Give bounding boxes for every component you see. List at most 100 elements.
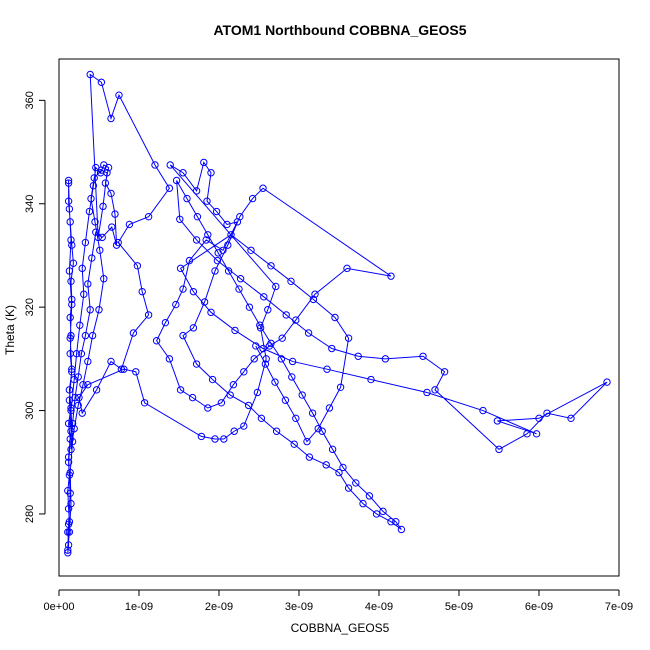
- data-point: [74, 401, 82, 410]
- data-point: [267, 339, 275, 348]
- data-point: [535, 414, 543, 423]
- data-point: [152, 337, 161, 345]
- data-point: [88, 254, 96, 262]
- data-point: [223, 220, 231, 229]
- data-point: [397, 525, 406, 534]
- data-point: [336, 383, 345, 391]
- data-point: [305, 453, 314, 461]
- data-point: [140, 399, 149, 407]
- data-point: [120, 365, 128, 373]
- data-point: [354, 352, 362, 360]
- data-point: [236, 212, 244, 221]
- data-point: [259, 344, 267, 353]
- data-point: [211, 267, 219, 275]
- data-point: [107, 357, 115, 366]
- chart-title: ATOM1 Northbound COBBNA_GEOS5: [213, 22, 466, 38]
- data-point: [230, 427, 238, 435]
- data-point: [68, 295, 76, 304]
- data-point: [67, 445, 75, 454]
- data-point: [81, 238, 90, 247]
- data-point: [200, 298, 209, 306]
- data-point: [176, 264, 185, 273]
- data-point: [64, 541, 73, 549]
- data-point: [325, 404, 334, 412]
- y-tick-label: 300: [24, 401, 36, 419]
- data-point: [250, 355, 258, 363]
- x-tick-label: 0e+00: [44, 601, 75, 613]
- data-point: [328, 445, 337, 454]
- data-point: [197, 432, 206, 441]
- data-point: [309, 295, 318, 304]
- data-point: [67, 404, 75, 412]
- data-point: [267, 262, 275, 270]
- data-point: [256, 321, 264, 329]
- data-point: [381, 355, 390, 363]
- data-point: [192, 187, 201, 195]
- data-point: [66, 334, 74, 342]
- data-point: [133, 262, 142, 270]
- data-point: [96, 246, 104, 254]
- data-point: [387, 518, 395, 526]
- x-axis: 0e+00 1e-09 2e-09 3e-09 4e-09 5e-09 6e-09 7e-09: [44, 589, 633, 613]
- data-point: [419, 352, 427, 360]
- data-point: [277, 355, 286, 363]
- data-point: [240, 368, 248, 376]
- data-point: [179, 169, 187, 177]
- data-point: [311, 290, 319, 298]
- data-point: [107, 189, 115, 198]
- data-point: [71, 393, 79, 402]
- data-point: [227, 231, 235, 239]
- data-point: [288, 357, 297, 366]
- data-point: [111, 210, 119, 218]
- data-point: [86, 306, 94, 314]
- data-point: [107, 114, 115, 123]
- data-point: [114, 238, 122, 247]
- data-point: [532, 430, 541, 438]
- data-point: [193, 212, 202, 221]
- data-point: [203, 197, 211, 205]
- data-point: [91, 218, 99, 226]
- data-point: [68, 241, 76, 249]
- data-point: [189, 324, 198, 332]
- data-point: [343, 264, 351, 273]
- data-point: [235, 285, 243, 293]
- data-point: [84, 357, 92, 366]
- data-point: [85, 207, 94, 216]
- data-point: [202, 236, 210, 244]
- data-point: [567, 414, 575, 423]
- data-point: [64, 197, 73, 205]
- data-point: [212, 207, 221, 216]
- data-point: [172, 300, 180, 309]
- data-point: [288, 373, 296, 381]
- data-point: [185, 256, 194, 265]
- data-point: [322, 461, 330, 469]
- data-point: [188, 393, 197, 402]
- data-point: [90, 174, 98, 182]
- data-point: [99, 202, 107, 211]
- data-point: [217, 399, 226, 407]
- data-point: [282, 311, 290, 319]
- data-point: [67, 406, 75, 415]
- data-point: [88, 331, 97, 340]
- data-point: [189, 287, 198, 296]
- data-point: [493, 417, 502, 425]
- data-point: [165, 184, 174, 192]
- data-point: [64, 458, 73, 466]
- data-point: [260, 293, 268, 301]
- plot-frame: [58, 58, 620, 577]
- data-point: [303, 437, 311, 446]
- data-point: [144, 212, 153, 221]
- data-point: [77, 349, 86, 358]
- data-point: [66, 435, 74, 443]
- data-point: [84, 381, 92, 389]
- series-layer: [64, 70, 611, 557]
- data-point: [108, 223, 116, 231]
- data-point: [292, 316, 300, 324]
- data-point: [94, 233, 102, 242]
- y-axis: 280 300 320 340 360: [24, 91, 46, 523]
- data-point: [372, 510, 381, 518]
- data-point: [261, 360, 270, 368]
- data-point: [68, 437, 77, 446]
- data-point: [440, 368, 449, 376]
